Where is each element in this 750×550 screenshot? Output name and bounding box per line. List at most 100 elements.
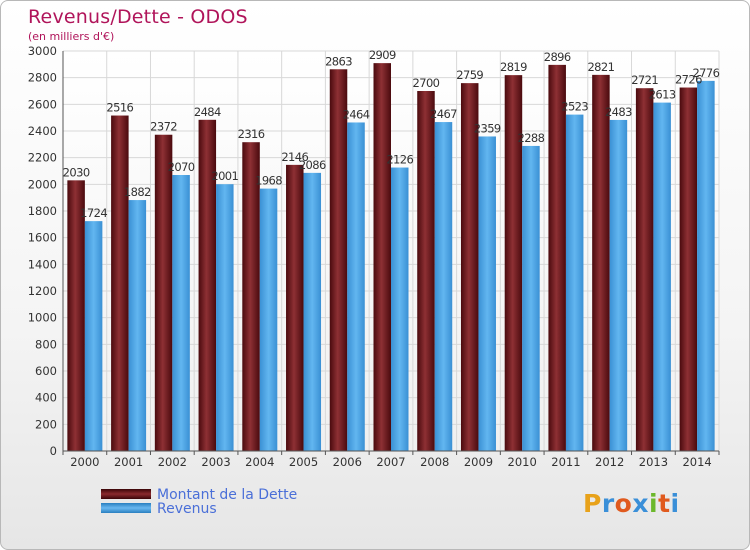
x-tick-label: 2005 bbox=[289, 455, 318, 469]
y-tick-label: 200 bbox=[35, 417, 57, 431]
data-label-dette: 2759 bbox=[456, 68, 483, 82]
x-tick-label: 2012 bbox=[595, 455, 624, 469]
bar-dette bbox=[329, 69, 348, 452]
legend-swatch-revenus bbox=[101, 503, 151, 513]
logo-letter: o bbox=[614, 489, 633, 518]
x-tick-label: 2011 bbox=[551, 455, 580, 469]
data-label-revenus: 2523 bbox=[561, 100, 588, 114]
proxiti-logo: Proxiti bbox=[583, 489, 680, 518]
chart-title: Revenus/Dette - ODOS bbox=[28, 6, 248, 28]
data-label-revenus: 1724 bbox=[80, 206, 107, 220]
legend-swatch-dette bbox=[101, 489, 151, 499]
legend-label-dette: Montant de la Dette bbox=[157, 487, 298, 503]
y-tick-label: 800 bbox=[35, 337, 57, 351]
bar-revenus bbox=[391, 167, 409, 452]
data-label-dette: 2030 bbox=[63, 165, 90, 179]
x-tick-label: 2009 bbox=[464, 455, 493, 469]
data-label-revenus: 2001 bbox=[211, 169, 238, 183]
bar-dette bbox=[679, 87, 698, 452]
y-tick-label: 2200 bbox=[28, 151, 57, 165]
y-tick-label: 1600 bbox=[28, 231, 57, 245]
bar-dette bbox=[373, 63, 391, 452]
data-label-dette: 2516 bbox=[106, 101, 133, 115]
bar-dette bbox=[460, 83, 479, 451]
bar-dette bbox=[504, 75, 523, 451]
y-tick-label: 2800 bbox=[28, 71, 57, 85]
data-label-revenus: 2288 bbox=[518, 131, 545, 145]
data-label-dette: 2896 bbox=[544, 50, 571, 64]
bar-revenus bbox=[128, 200, 147, 451]
data-label-dette: 2316 bbox=[238, 127, 265, 141]
logo-letter: P bbox=[583, 489, 602, 518]
y-tick-label: 1000 bbox=[28, 311, 57, 325]
data-label-revenus: 2613 bbox=[649, 88, 676, 102]
data-label-revenus: 2464 bbox=[343, 107, 370, 121]
bar-revenus bbox=[565, 114, 584, 451]
data-label-dette: 2700 bbox=[413, 76, 440, 90]
data-label-dette: 2863 bbox=[325, 54, 352, 68]
y-tick-label: 0 bbox=[50, 444, 57, 458]
x-tick-label: 2004 bbox=[245, 455, 274, 469]
data-label-dette: 2909 bbox=[369, 48, 396, 62]
data-label-revenus: 2467 bbox=[430, 107, 457, 121]
y-tick-label: 1400 bbox=[28, 257, 57, 271]
logo-letter: t bbox=[658, 489, 671, 518]
bar-revenus bbox=[84, 221, 103, 451]
y-tick-label: 2600 bbox=[28, 97, 57, 111]
y-tick-label: 2000 bbox=[28, 177, 57, 191]
data-label-revenus: 2776 bbox=[692, 66, 719, 80]
data-label-dette: 2721 bbox=[631, 73, 658, 87]
x-tick-label: 2013 bbox=[639, 455, 668, 469]
bar-revenus bbox=[478, 136, 496, 451]
bar-dette bbox=[286, 164, 304, 451]
data-label-revenus: 2359 bbox=[474, 121, 501, 135]
x-tick-label: 2010 bbox=[508, 455, 537, 469]
data-label-revenus: 1882 bbox=[124, 185, 151, 199]
bar-dette bbox=[198, 119, 217, 452]
data-label-dette: 2726 bbox=[675, 73, 702, 87]
logo-letter: i bbox=[670, 489, 680, 518]
y-tick-label: 1800 bbox=[28, 204, 57, 218]
bar-revenus bbox=[653, 102, 671, 451]
bar-dette bbox=[67, 180, 85, 452]
logo-letter: x bbox=[632, 489, 649, 518]
logo-letter: i bbox=[649, 489, 659, 518]
bar-revenus bbox=[259, 188, 278, 451]
bar-dette bbox=[242, 142, 260, 451]
data-label-dette: 2146 bbox=[281, 150, 308, 164]
data-label-dette: 2821 bbox=[587, 60, 614, 74]
bar-revenus bbox=[303, 172, 322, 451]
x-tick-label: 2006 bbox=[333, 455, 362, 469]
legend-label-revenus: Revenus bbox=[157, 501, 217, 517]
data-label-dette: 2484 bbox=[194, 105, 221, 119]
bar-dette bbox=[592, 74, 610, 451]
bar-revenus bbox=[609, 119, 628, 451]
y-tick-label: 600 bbox=[35, 364, 57, 378]
bar-dette bbox=[154, 134, 173, 451]
bar-revenus bbox=[172, 175, 190, 451]
data-label-revenus: 1968 bbox=[255, 174, 282, 188]
data-label-revenus: 2483 bbox=[605, 105, 632, 119]
bar-revenus bbox=[697, 80, 715, 451]
data-label-revenus: 2126 bbox=[386, 153, 413, 167]
bar-dette bbox=[635, 88, 654, 451]
bar-dette bbox=[111, 115, 129, 452]
data-label-revenus: 2070 bbox=[168, 160, 195, 174]
x-tick-label: 2014 bbox=[682, 455, 711, 469]
y-tick-label: 3000 bbox=[28, 44, 57, 58]
y-tick-label: 400 bbox=[35, 391, 57, 405]
bar-dette bbox=[417, 91, 435, 451]
x-tick-label: 2001 bbox=[114, 455, 143, 469]
bar-revenus bbox=[216, 184, 234, 451]
logo-letter: r bbox=[601, 489, 615, 518]
data-label-dette: 2819 bbox=[500, 60, 527, 74]
x-tick-label: 2000 bbox=[70, 455, 99, 469]
bar-revenus bbox=[434, 122, 453, 452]
x-tick-label: 2003 bbox=[201, 455, 230, 469]
bar-revenus bbox=[522, 145, 540, 451]
y-tick-label: 2400 bbox=[28, 124, 57, 138]
x-tick-label: 2008 bbox=[420, 455, 449, 469]
chart-subtitle: (en milliers d'€) bbox=[28, 30, 115, 43]
